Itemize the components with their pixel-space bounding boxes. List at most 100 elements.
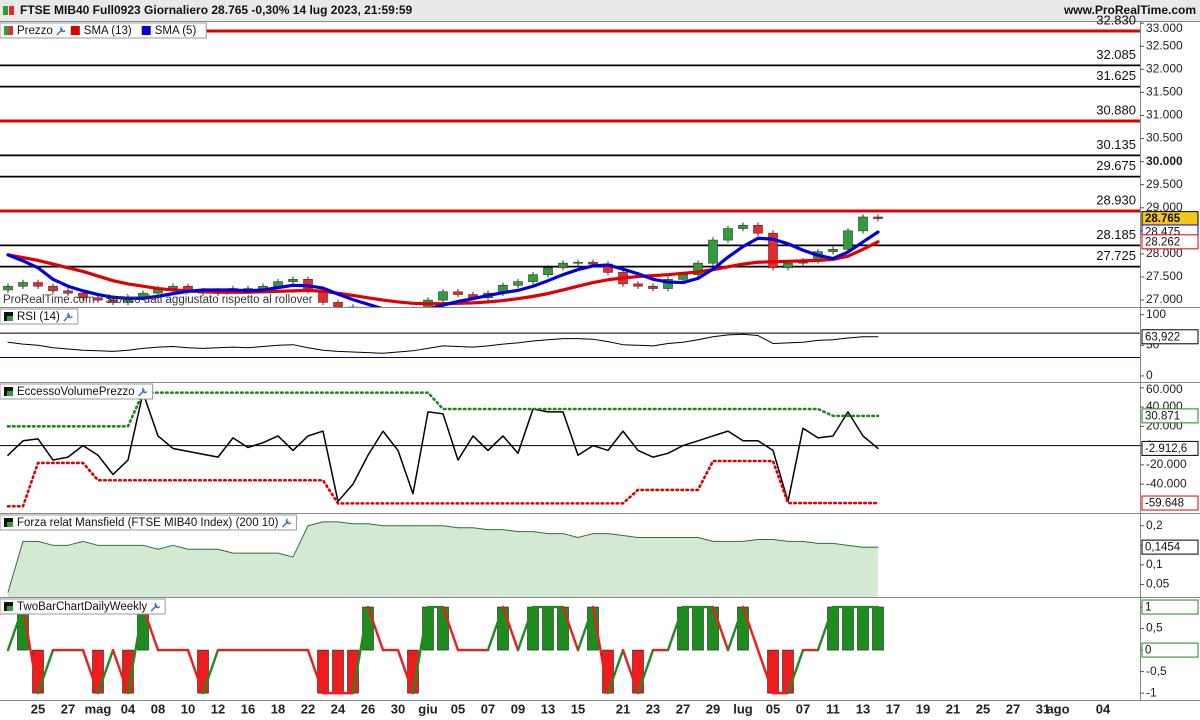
- level-label: 31.625: [1096, 68, 1136, 83]
- legend: Forza relat Mansfield (FTSE MIB40 Index)…: [0, 514, 297, 531]
- bar: [542, 606, 554, 651]
- signal-line: [666, 605, 685, 652]
- watermark: ProRealTime.com - Storico dati aggiustat…: [3, 294, 313, 306]
- y-tick-label: 29.000: [1146, 200, 1183, 214]
- signal-line: [501, 605, 520, 652]
- x-tick-label: 04: [121, 701, 136, 716]
- candle-body: [648, 285, 658, 289]
- legend: Prezzo SMA (13) SMA (5): [0, 22, 207, 39]
- legend-icon: [8, 26, 13, 35]
- settings-icon: [56, 26, 66, 36]
- level-label: 30.880: [1096, 102, 1136, 117]
- y-tick-label: 30.000: [1146, 154, 1183, 168]
- y-tick-label: -1: [1146, 685, 1157, 699]
- x-tick-label: 21: [616, 701, 630, 716]
- settings-icon: [138, 387, 148, 397]
- legend-icon: [4, 26, 9, 35]
- value-tag-label: 1: [1145, 602, 1151, 614]
- x-tick-label: 13: [541, 701, 555, 716]
- header-title: FTSE MIB40 Full0923 Giornaliero 28.765 -…: [20, 3, 413, 17]
- legend: EccessoVolumePrezzo: [0, 383, 154, 400]
- value-tag: [1141, 539, 1199, 555]
- y-tick-label: 29.500: [1146, 177, 1183, 191]
- x-tick-label: 09: [511, 701, 525, 716]
- legend-icon: [7, 391, 13, 396]
- candle-body: [78, 292, 88, 299]
- y-tick-label: 0,05: [1146, 577, 1170, 591]
- value-tag: [1141, 642, 1199, 658]
- y-tick-label: 27.500: [1146, 269, 1183, 283]
- candle-body: [633, 283, 643, 287]
- candle-body: [513, 281, 523, 286]
- bar: [692, 606, 704, 651]
- candle-body: [453, 291, 463, 295]
- signal-line: [576, 605, 595, 652]
- candle-body: [3, 285, 13, 291]
- candle-body: [93, 297, 103, 301]
- candle-body: [18, 282, 28, 287]
- signal-line: [306, 648, 325, 695]
- y-tick-label: 0: [1146, 368, 1153, 382]
- legend-icon: [7, 606, 13, 611]
- signal-line: [441, 605, 460, 652]
- signal-line: [21, 605, 40, 695]
- header-icon: [3, 6, 8, 15]
- candle-body: [843, 230, 853, 250]
- legend-background: [0, 598, 166, 615]
- series-line: [7, 391, 879, 503]
- signal-line: [816, 605, 835, 652]
- settings-icon: [281, 518, 292, 528]
- bar: [857, 606, 869, 651]
- candle-body: [33, 282, 43, 287]
- bar: [782, 649, 794, 694]
- legend: TwoBarChartDailyWeekly: [0, 598, 166, 615]
- x-tick-label: 25: [31, 701, 45, 716]
- candle-body: [678, 274, 688, 280]
- level-label: 30.135: [1096, 137, 1136, 152]
- legend-background: [0, 514, 297, 531]
- x-tick-label: 18: [271, 701, 285, 716]
- level-label: 27.725: [1096, 248, 1136, 263]
- legend-background: [0, 383, 154, 400]
- value-tag-label: 28.765: [1145, 213, 1181, 225]
- legend-label: SMA (5): [155, 25, 197, 37]
- candle-body: [588, 261, 598, 265]
- candle-body: [663, 279, 673, 289]
- x-tick-label: lug: [733, 701, 753, 716]
- value-tag-label: 63,922: [1145, 331, 1180, 343]
- x-tick-label: 13: [856, 701, 870, 716]
- plot-area: [7, 521, 879, 597]
- value-tag-label: -59.648: [1145, 498, 1184, 510]
- signal-line: [366, 605, 385, 652]
- x-tick-label: 12: [211, 701, 225, 716]
- x-tick-label: 21: [946, 701, 960, 716]
- x-tick-label: giu: [418, 701, 438, 716]
- y-tick-label: -20.000: [1146, 457, 1187, 471]
- bar: [557, 606, 569, 651]
- candle-body: [753, 225, 763, 234]
- legend-icon: [141, 26, 151, 35]
- signal-line: [711, 605, 730, 652]
- signal-line: [516, 605, 535, 652]
- candle-body: [873, 216, 883, 219]
- y-tick-label: -0,5: [1146, 664, 1167, 678]
- panel-overlay: 32.830 32.085 31.625 30.880 30.135 29.675 28.9…: [3, 12, 1136, 306]
- y-tick-label: 100: [1146, 307, 1166, 321]
- signal-line: [741, 605, 760, 652]
- x-tick-label: 17: [886, 701, 900, 716]
- bar: [707, 606, 719, 651]
- level-label: 32.085: [1096, 47, 1136, 62]
- plot-area: [6, 605, 884, 695]
- header-icon: [9, 6, 14, 15]
- bar: [92, 649, 104, 694]
- candle-body: [333, 302, 343, 307]
- x-tick-label: 05: [766, 701, 780, 716]
- candle-body: [858, 216, 868, 232]
- legend-label: Forza relat Mansfield (FTSE MIB40 Index)…: [17, 517, 279, 529]
- x-tick-label: 19: [916, 701, 930, 716]
- y-tick-label: 31.000: [1146, 108, 1183, 122]
- candle-body: [708, 239, 718, 264]
- signal-line: [636, 648, 655, 695]
- y-tick-label: 0,5: [1146, 621, 1163, 635]
